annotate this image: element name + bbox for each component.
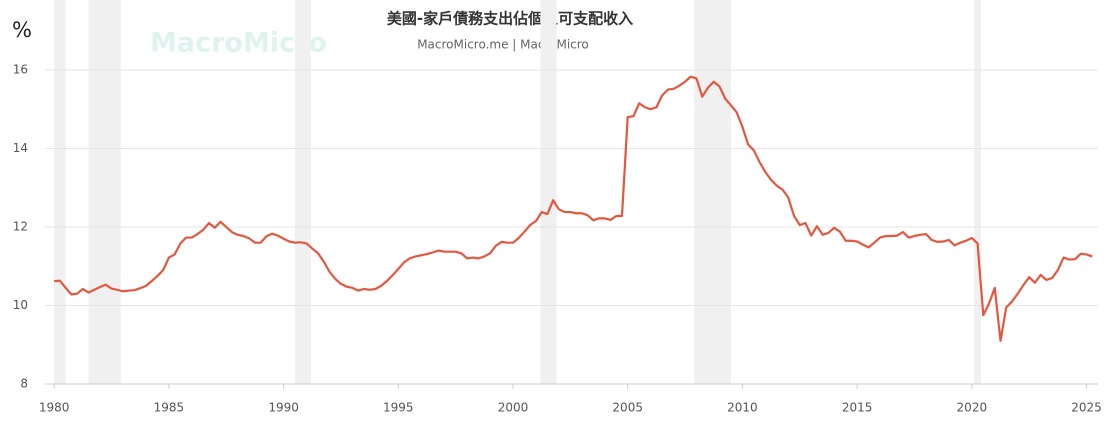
y-tick-label: 10: [13, 298, 28, 312]
chart-subtitle: MacroMicro.me | MacroMicro: [417, 38, 589, 52]
recession-band: [974, 0, 981, 384]
x-tick-label: 1985: [154, 401, 185, 415]
chart-title: 美國-家戶債務支出佔個人可支配收入: [387, 10, 633, 28]
y-tick-label: 12: [13, 219, 28, 233]
y-tick-label: 14: [13, 141, 28, 155]
x-tick-label: 2010: [727, 401, 758, 415]
y-tick-label: 8: [20, 377, 28, 391]
x-tick-label: 1990: [268, 401, 299, 415]
recession-band: [88, 0, 121, 384]
data-line: [54, 75, 1093, 342]
recession-band: [54, 0, 66, 384]
x-tick-label: 2005: [612, 401, 643, 415]
x-tick-label: 2000: [498, 401, 529, 415]
x-tick-label: 1980: [39, 401, 70, 415]
x-tick-label: 2020: [957, 401, 988, 415]
y-tick-label: 16: [13, 62, 28, 76]
x-tick-label: 2015: [842, 401, 873, 415]
x-tick-label: 2025: [1071, 401, 1102, 415]
y-unit: %: [12, 18, 32, 42]
recession-band: [295, 0, 312, 384]
recession-band: [540, 0, 557, 384]
x-tick-label: 1995: [383, 401, 414, 415]
recession-band: [694, 0, 731, 384]
